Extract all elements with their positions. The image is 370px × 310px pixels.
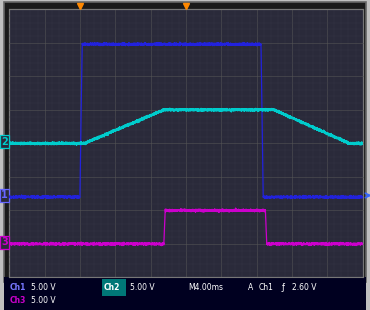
Text: 3: 3 bbox=[1, 237, 8, 247]
Text: ƒ: ƒ bbox=[281, 283, 284, 292]
Text: Ch3: Ch3 bbox=[9, 296, 26, 305]
Bar bbox=[9, 9, 363, 277]
Bar bbox=[102, 279, 126, 296]
Text: M4.00ms: M4.00ms bbox=[189, 283, 224, 292]
Text: 2.60 V: 2.60 V bbox=[292, 283, 317, 292]
Text: Ch1: Ch1 bbox=[259, 283, 274, 292]
Text: 5.00 V: 5.00 V bbox=[31, 283, 56, 292]
Text: 1: 1 bbox=[1, 190, 8, 201]
Text: 5.00 V: 5.00 V bbox=[31, 296, 56, 305]
Text: A: A bbox=[248, 283, 253, 292]
Bar bbox=[4, 277, 366, 310]
Text: 2: 2 bbox=[1, 137, 8, 147]
Text: 5.00 V: 5.00 V bbox=[130, 283, 154, 292]
Text: Ch1: Ch1 bbox=[9, 283, 26, 292]
Text: Ch2: Ch2 bbox=[104, 283, 120, 292]
